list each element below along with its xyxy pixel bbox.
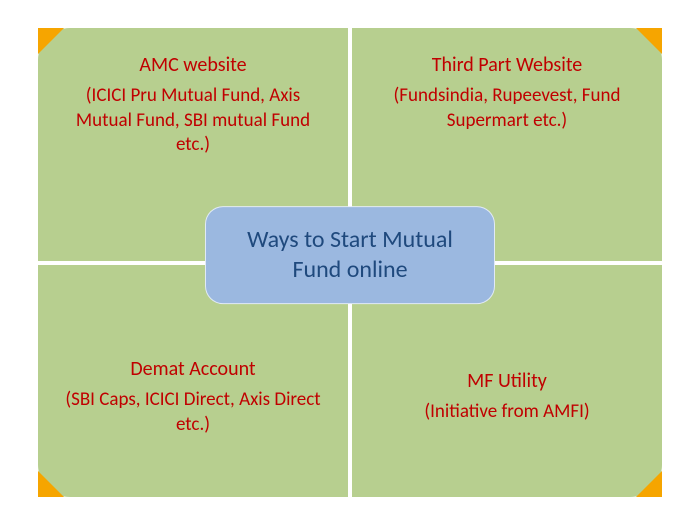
corner-accent-bottom-right <box>636 471 662 497</box>
quadrant-subtitle: (Initiative from AMFI) <box>424 400 589 425</box>
center-title-box: Ways to Start Mutual Fund online <box>205 206 495 304</box>
quadrant-subtitle: (SBI Caps, ICICI Direct, Axis Direct etc… <box>58 388 328 437</box>
quadrant-title: MF Utility <box>467 368 547 394</box>
quadrant-title: Demat Account <box>130 356 255 382</box>
corner-accent-bottom-left <box>38 471 64 497</box>
quadrant-subtitle: (Fundsindia, Rupeevest, Fund Supermart e… <box>372 84 642 133</box>
center-title-text: Ways to Start Mutual Fund online <box>247 225 453 284</box>
quadrant-subtitle: (ICICI Pru Mutual Fund, Axis Mutual Fund… <box>58 84 328 158</box>
quadrant-title: Third Part Website <box>432 52 583 78</box>
quadrant-title: AMC website <box>139 52 246 78</box>
corner-accent-top-left <box>38 28 64 54</box>
quadrant-grid: AMC website (ICICI Pru Mutual Fund, Axis… <box>38 28 662 497</box>
corner-accent-top-right <box>636 28 662 54</box>
